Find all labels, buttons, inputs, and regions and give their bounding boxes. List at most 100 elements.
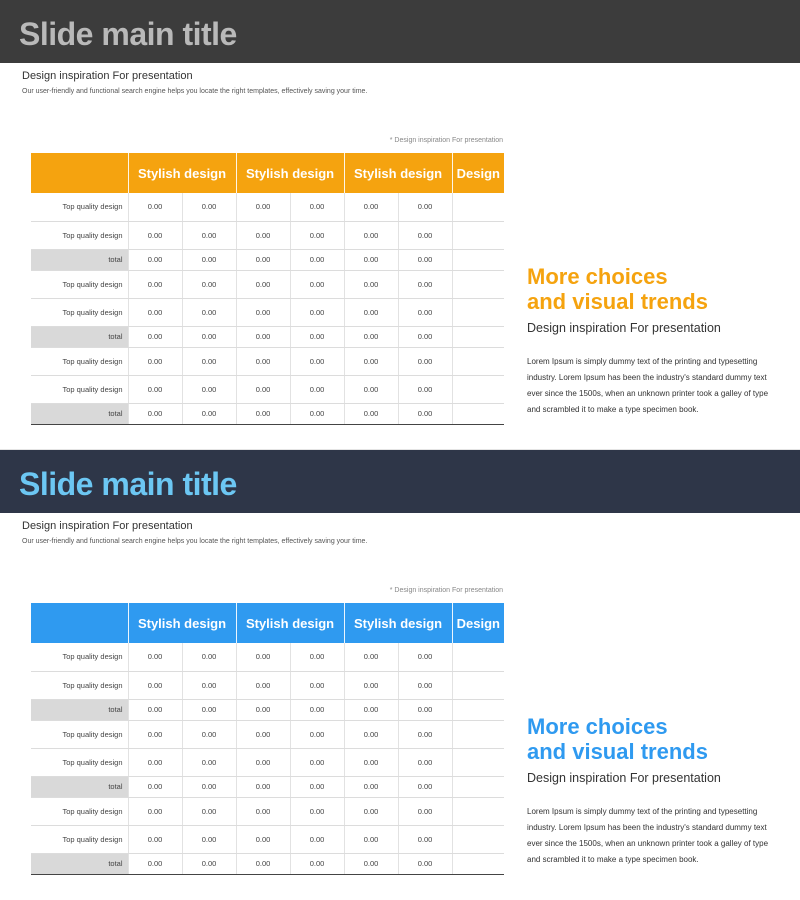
- row-label: Top quality design: [31, 825, 128, 854]
- data-table: Stylish design Stylish design Stylish desi…: [31, 153, 505, 425]
- value-cell: 0.00: [289, 193, 345, 222]
- value-cell: 0.00: [343, 347, 399, 376]
- side-body-text: Lorem Ipsum is simply dummy text of the …: [527, 357, 769, 414]
- value-cell: 0.00: [289, 776, 345, 798]
- value-cell: 0.00: [127, 797, 182, 826]
- column-header: Stylish design: [343, 603, 453, 643]
- total-row: total 0.00 0.00 0.00 0.00 0.00 0.00: [31, 249, 505, 271]
- total-row: total 0.00 0.00 0.00 0.00 0.00 0.00: [31, 776, 505, 798]
- total-row: total 0.00 0.00 0.00 0.00 0.00 0.00: [31, 853, 505, 875]
- value-cell: 0.00: [127, 776, 182, 798]
- table-row: Top quality design 0.00 0.00 0.00 0.00 0.00 0.…: [31, 221, 505, 250]
- value-cell: 0.00: [397, 221, 453, 250]
- table-row: Top quality design 0.00 0.00 0.00 0.00 0.00 0.…: [31, 748, 505, 777]
- value-cell: 0.00: [397, 249, 453, 271]
- value-cell: 0.00: [343, 748, 399, 777]
- empty-cell: [451, 671, 505, 700]
- value-cell: 0.00: [289, 270, 345, 299]
- table-row: Top quality design 0.00 0.00 0.00 0.00 0.00 0.…: [31, 193, 505, 222]
- value-cell: 0.00: [397, 375, 453, 404]
- value-cell: 0.00: [289, 671, 345, 700]
- row-label: Top quality design: [31, 671, 128, 700]
- empty-cell: [451, 298, 505, 327]
- value-cell: 0.00: [181, 221, 237, 250]
- value-cell: 0.00: [397, 699, 453, 721]
- value-cell: 0.00: [397, 825, 453, 854]
- empty-cell: [451, 270, 505, 299]
- row-label: Top quality design: [31, 347, 128, 376]
- value-cell: 0.00: [181, 298, 237, 327]
- value-cell: 0.00: [181, 853, 237, 875]
- table-row: Top quality design 0.00 0.00 0.00 0.00 0.00 0.…: [31, 797, 505, 826]
- value-cell: 0.00: [289, 221, 345, 250]
- value-cell: 0.00: [397, 776, 453, 798]
- value-cell: 0.00: [127, 270, 182, 299]
- value-cell: 0.00: [343, 825, 399, 854]
- slide-description: Our user-friendly and functional search …: [22, 88, 368, 95]
- value-cell: 0.00: [397, 720, 453, 749]
- value-cell: 0.00: [127, 720, 182, 749]
- value-cell: 0.00: [397, 403, 453, 425]
- value-cell: 0.00: [127, 347, 182, 376]
- table-header-row: Stylish design Stylish design Stylish desi…: [31, 153, 505, 193]
- value-cell: 0.00: [127, 249, 182, 271]
- row-label: Top quality design: [31, 270, 128, 299]
- empty-cell: [451, 776, 505, 798]
- value-cell: 0.00: [343, 643, 399, 672]
- table-header-row: Stylish design Stylish design Stylish desi…: [31, 603, 505, 643]
- table-row: Top quality design 0.00 0.00 0.00 0.00 0.00 0.…: [31, 270, 505, 299]
- table-note: * Design inspiration For presentation: [389, 587, 503, 594]
- table-row: Top quality design 0.00 0.00 0.00 0.00 0.00 0.…: [31, 720, 505, 749]
- value-cell: 0.00: [235, 375, 291, 404]
- value-cell: 0.00: [343, 298, 399, 327]
- slide-2: Slide main title Design inspiration For …: [0, 450, 800, 899]
- value-cell: 0.00: [235, 270, 291, 299]
- value-cell: 0.00: [181, 193, 237, 222]
- value-cell: 0.00: [397, 193, 453, 222]
- table-row: Top quality design 0.00 0.00 0.00 0.00 0.00 0.…: [31, 643, 505, 672]
- value-cell: 0.00: [235, 671, 291, 700]
- value-cell: 0.00: [181, 326, 237, 348]
- value-cell: 0.00: [235, 347, 291, 376]
- empty-cell: [451, 249, 505, 271]
- total-row: total 0.00 0.00 0.00 0.00 0.00 0.00: [31, 326, 505, 348]
- value-cell: 0.00: [343, 853, 399, 875]
- row-label: Top quality design: [31, 748, 128, 777]
- side-heading-line2: and visual trends: [527, 739, 708, 764]
- column-header: Design: [451, 603, 505, 643]
- value-cell: 0.00: [181, 347, 237, 376]
- value-cell: 0.00: [181, 776, 237, 798]
- side-heading-line1: More choices: [527, 264, 668, 289]
- value-cell: 0.00: [127, 326, 182, 348]
- value-cell: 0.00: [289, 375, 345, 404]
- side-heading-line1: More choices: [527, 714, 668, 739]
- value-cell: 0.00: [397, 270, 453, 299]
- value-cell: 0.00: [181, 403, 237, 425]
- value-cell: 0.00: [127, 825, 182, 854]
- title-bar: Slide main title: [0, 0, 800, 63]
- value-cell: 0.00: [127, 403, 182, 425]
- table-row: Top quality design 0.00 0.00 0.00 0.00 0.00 0.…: [31, 298, 505, 327]
- value-cell: 0.00: [127, 699, 182, 721]
- title-bar: Slide main title: [0, 450, 800, 513]
- value-cell: 0.00: [127, 298, 182, 327]
- slide-description: Our user-friendly and functional search …: [22, 538, 368, 545]
- value-cell: 0.00: [289, 347, 345, 376]
- value-cell: 0.00: [289, 825, 345, 854]
- value-cell: 0.00: [127, 853, 182, 875]
- value-cell: 0.00: [289, 699, 345, 721]
- table-row: Top quality design 0.00 0.00 0.00 0.00 0.00 0.…: [31, 825, 505, 854]
- table-note: * Design inspiration For presentation: [389, 137, 503, 144]
- value-cell: 0.00: [289, 643, 345, 672]
- column-header: Stylish design: [235, 153, 345, 193]
- value-cell: 0.00: [397, 326, 453, 348]
- value-cell: 0.00: [289, 403, 345, 425]
- value-cell: 0.00: [235, 797, 291, 826]
- empty-cell: [451, 748, 505, 777]
- total-row: total 0.00 0.00 0.00 0.00 0.00 0.00: [31, 699, 505, 721]
- value-cell: 0.00: [181, 671, 237, 700]
- total-row: total 0.00 0.00 0.00 0.00 0.00 0.00: [31, 403, 505, 425]
- empty-cell: [451, 853, 505, 875]
- value-cell: 0.00: [289, 797, 345, 826]
- value-cell: 0.00: [235, 699, 291, 721]
